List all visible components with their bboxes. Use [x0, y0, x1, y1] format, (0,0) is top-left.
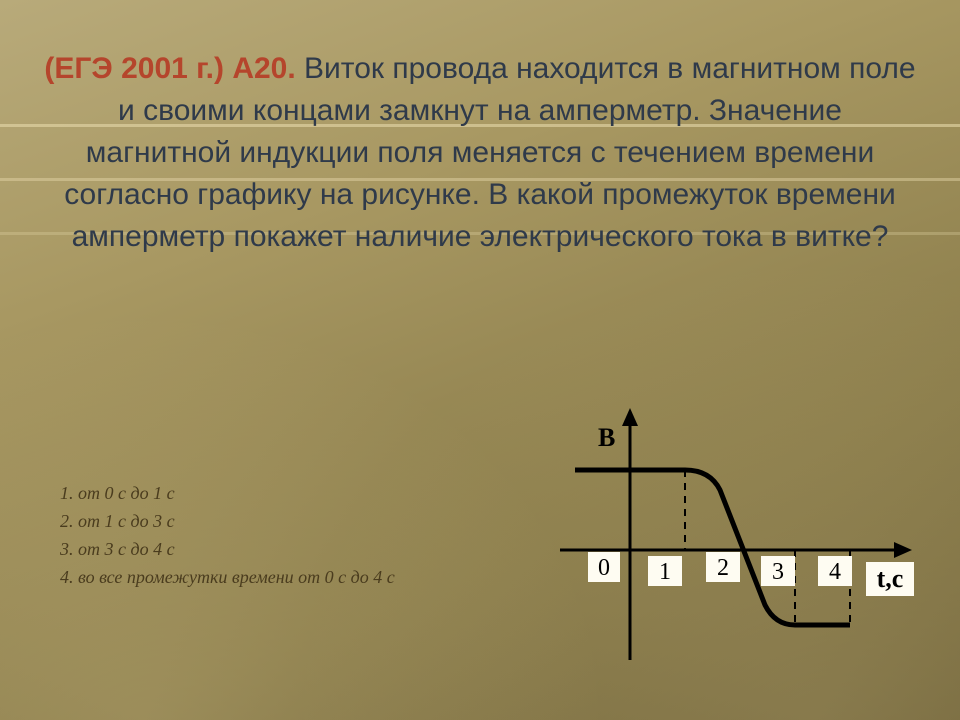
chart: 0 1 2 3 4 t,с B: [540, 400, 920, 690]
answer-option: во все промежутки времени от 0 с до 4 с: [78, 564, 395, 592]
dashed-guides: [685, 470, 850, 625]
y-axis-label: B: [598, 423, 615, 452]
x-axis-label: t,с: [877, 564, 904, 593]
question-text: (ЕГЭ 2001 г.) А20. Виток провода находит…: [40, 48, 920, 258]
answer-list: от 0 с до 1 с от 1 с до 3 с от 3 с до 4 …: [52, 480, 395, 592]
question-lead: (ЕГЭ 2001 г.) А20.: [44, 52, 295, 85]
origin-label: 0: [598, 555, 610, 581]
x-tick: 3: [772, 559, 784, 585]
answer-option: от 3 с до 4 с: [78, 536, 395, 564]
answer-option: от 1 с до 3 с: [78, 508, 395, 536]
chart-curve: [575, 470, 850, 625]
x-tick: 1: [659, 559, 671, 585]
x-tick: 2: [717, 555, 729, 581]
x-tick: 4: [829, 559, 841, 585]
answer-option: от 0 с до 1 с: [78, 480, 395, 508]
slide: (ЕГЭ 2001 г.) А20. Виток провода находит…: [0, 0, 960, 720]
